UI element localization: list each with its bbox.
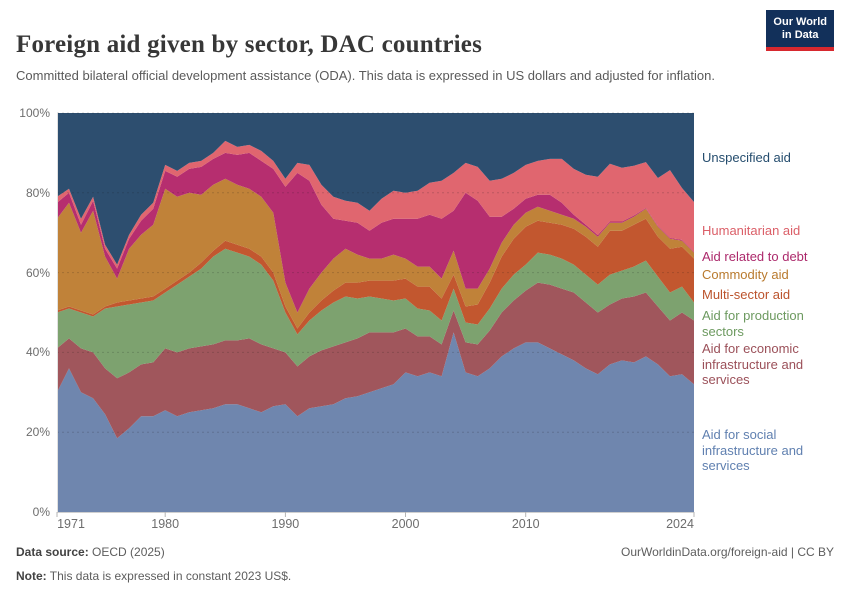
datasource-value: OECD (2025) [88, 545, 165, 559]
y-tick-label-80: 80% [25, 185, 50, 200]
area-humanitarian-aid[interactable] [57, 140, 694, 269]
legend-label-aid-for-social-infrastructure-and-services[interactable]: Aid for social infrastructure and servic… [702, 427, 804, 473]
y-tick-label-100: 100% [19, 106, 50, 120]
owid-logo[interactable]: Our World in Data [766, 10, 834, 51]
x-tick-label-2000: 2000 [391, 517, 420, 531]
area-multi-sector-aid[interactable] [57, 218, 694, 335]
plot-area[interactable] [56, 112, 695, 519]
note-label: Note: [16, 569, 47, 583]
x-tick-label-2024: 2024 [666, 517, 694, 531]
y-tick-label-60: 60% [25, 265, 50, 280]
footer-datasource: Data source: OECD (2025) [16, 545, 165, 559]
y-tick-label-40: 40% [25, 345, 50, 360]
legend-label-multi-sector-aid[interactable]: Multi-sector aid [702, 287, 791, 302]
area-aid-for-production-sectors[interactable] [57, 248, 694, 379]
footer-link[interactable]: OurWorldinData.org/foreign-aid | CC BY [621, 545, 834, 559]
legend-label-aid-for-production-sectors[interactable]: Aid for production sectors [702, 308, 804, 339]
area-aid-for-social-infrastructure-and-services[interactable] [57, 332, 694, 512]
page-title: Foreign aid given by sector, DAC countri… [16, 30, 483, 58]
area-aid-related-to-debt[interactable] [57, 152, 694, 313]
area-unspecified-aid[interactable] [57, 113, 694, 265]
y-tick-label-0: 0% [32, 505, 50, 519]
footer-note: Note: This data is expressed in constant… [16, 569, 291, 583]
y-tick-label-20: 20% [25, 425, 50, 440]
datasource-label: Data source: [16, 545, 89, 559]
area-aid-for-economic-infrastructure-and-services[interactable] [57, 282, 694, 439]
legend-label-commodity-aid[interactable]: Commodity aid [702, 267, 789, 282]
x-tick-label-1980: 1980 [151, 517, 180, 531]
x-tick-label-2010: 2010 [511, 517, 540, 531]
legend-label-aid-for-economic-infrastructure-and-services[interactable]: Aid for economic infrastructure and serv… [702, 341, 804, 387]
owid-logo-line1: Our World [773, 16, 827, 28]
chart-subtitle: Committed bilateral official development… [16, 68, 715, 83]
x-tick-label-1971: 1971 [57, 517, 85, 531]
note-value: This data is expressed in constant 2023 … [46, 569, 292, 583]
legend-label-humanitarian-aid[interactable]: Humanitarian aid [702, 223, 801, 238]
legend-label-aid-related-to-debt[interactable]: Aid related to debt [702, 249, 808, 264]
owid-logo-line2: in Data [781, 29, 819, 41]
stacked-area-chart[interactable] [56, 112, 695, 519]
area-commodity-aid[interactable] [57, 178, 694, 329]
x-tick-label-1990: 1990 [271, 517, 300, 531]
legend-label-unspecified-aid[interactable]: Unspecified aid [702, 150, 791, 165]
